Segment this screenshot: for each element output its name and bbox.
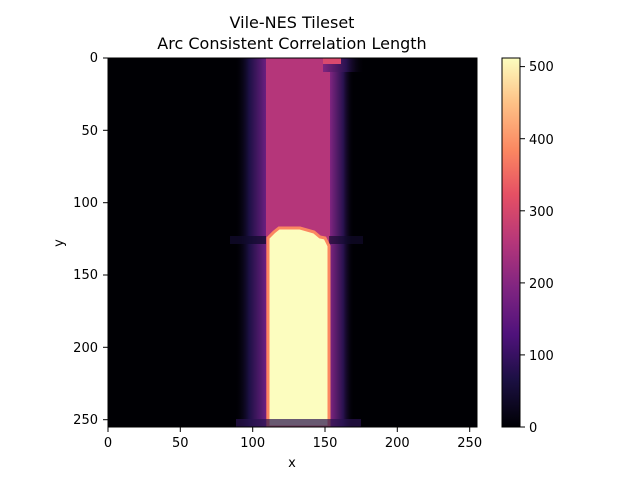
x-tick-label-150: 150 xyxy=(313,436,338,451)
plot-frame xyxy=(107,57,478,428)
colorbar-label-400: 400 xyxy=(529,133,554,148)
x-tick-label-250: 250 xyxy=(457,436,482,451)
colorbar-label-100: 100 xyxy=(529,349,554,364)
x-tick-label-200: 200 xyxy=(385,436,410,451)
y-tick-label-200: 200 xyxy=(73,341,98,356)
y-tick-label-150: 150 xyxy=(73,268,98,283)
chart-subtitle: Arc Consistent Correlation Length xyxy=(157,34,426,53)
colorbar: 0 100 200 300 400 500 xyxy=(501,57,554,436)
x-axis-label: x xyxy=(288,456,296,471)
y-tick-label-0: 0 xyxy=(90,51,98,66)
colorbar-label-200: 200 xyxy=(529,277,554,292)
right-column-halo xyxy=(330,72,354,427)
y-tick-label-50: 50 xyxy=(81,124,98,139)
bright-block-region xyxy=(266,226,331,427)
y-axis: 0 50 100 150 200 250 y xyxy=(52,51,108,428)
colorbar-label-300: 300 xyxy=(529,205,554,220)
colorbar-label-500: 500 xyxy=(529,60,554,75)
x-tick-label-100: 100 xyxy=(240,436,265,451)
chart-title: Vile-NES Tileset xyxy=(230,13,355,32)
plot-area xyxy=(108,58,477,427)
colorbar-label-0: 0 xyxy=(529,421,537,436)
x-axis: 0 50 100 150 200 250 x xyxy=(104,427,482,471)
middle-left-dark-band xyxy=(230,236,266,244)
colorbar-gradient xyxy=(501,57,521,428)
top-right-edge xyxy=(323,58,341,64)
y-tick-label-100: 100 xyxy=(73,196,98,211)
middle-right-dark-band xyxy=(329,236,363,244)
bottom-band xyxy=(236,419,361,427)
y-axis-label: y xyxy=(52,239,67,247)
x-tick-label-50: 50 xyxy=(172,436,189,451)
x-tick-label-0: 0 xyxy=(104,436,112,451)
y-tick-label-250: 250 xyxy=(73,413,98,428)
